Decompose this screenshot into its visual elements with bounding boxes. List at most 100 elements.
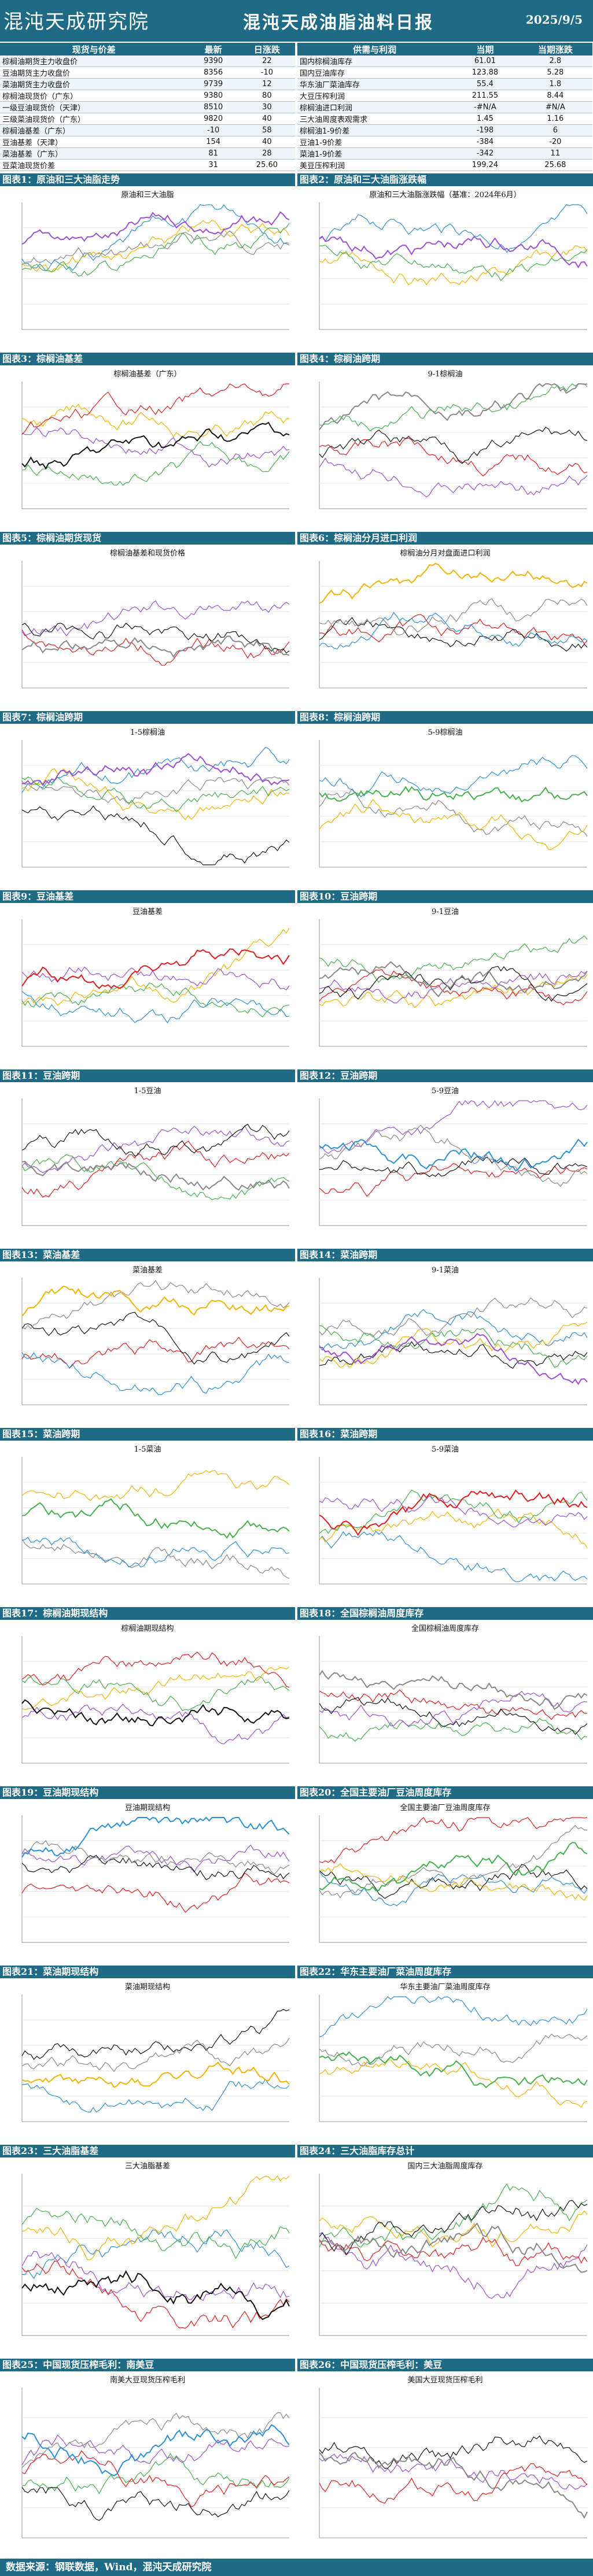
chart-panel-title: 图表24：三大油脂库存总计 xyxy=(297,2145,593,2157)
chart-plot xyxy=(21,2174,290,2336)
chart-number: 图表16： xyxy=(300,1428,341,1439)
chart-panel: 图表2：原油和三大油脂涨跌幅 原油和三大油脂涨跌幅（基准：2024年6月） xyxy=(297,173,593,347)
series-line xyxy=(319,965,588,1002)
series-line xyxy=(21,629,290,666)
chart-title: 9-1菜油 xyxy=(432,1266,459,1275)
table-cell: 211.55 xyxy=(452,90,518,102)
chart-heading: 菜油基差 xyxy=(43,1249,80,1260)
chart-number: 图表15： xyxy=(2,1428,43,1439)
chart-panel: 图表9：豆油基差 豆油基差 xyxy=(0,890,295,1064)
series-line xyxy=(319,961,588,998)
series-line xyxy=(319,2435,588,2469)
chart-number: 图表8： xyxy=(300,712,334,723)
chart-axis xyxy=(319,1636,587,1764)
chart-heading: 菜油跨期 xyxy=(43,1428,80,1439)
series-line xyxy=(319,969,588,1006)
chart-axis xyxy=(21,1636,289,1764)
table-cell: 2.8 xyxy=(518,55,592,67)
table-cell: 三大油周度表观需求 xyxy=(297,113,452,125)
chart-panel-title: 图表21：菜油期现结构 xyxy=(0,1966,295,1978)
series-line xyxy=(319,1690,588,1727)
series-line xyxy=(21,421,290,470)
chart-number: 图表18： xyxy=(300,1608,341,1619)
series-line xyxy=(319,1817,588,1864)
chart-title: 棕榈油期现结构 xyxy=(121,1624,174,1633)
chart-panel: 图表3：棕榈油基差 棕榈油基差（广东） xyxy=(0,353,295,526)
chart-area: 三大油脂基差 xyxy=(0,2159,295,2353)
series-line xyxy=(21,2270,290,2320)
series-line xyxy=(21,1855,290,1881)
chart-panel-title: 图表17：棕榈油期现结构 xyxy=(0,1607,295,1620)
table-cell: 5.28 xyxy=(518,66,592,79)
chart-panel-title: 图表5：棕榈油期货现货 xyxy=(0,532,295,545)
series-line xyxy=(21,2009,290,2060)
chart-panel: 图表16：菜油跨期 5-9菜油 xyxy=(297,1428,593,1601)
series-line xyxy=(319,1297,588,1338)
series-line xyxy=(21,1872,290,1913)
chart-plot xyxy=(21,561,290,689)
chart-plot xyxy=(319,2388,588,2538)
table-cell: 豆油1-9价差 xyxy=(297,136,452,148)
chart-heading: 菜油跨期 xyxy=(340,1249,378,1260)
chart-plot xyxy=(319,1994,588,2122)
chart-heading: 原油和三大油脂涨跌幅 xyxy=(334,174,427,185)
series-line xyxy=(319,2236,588,2267)
series-line xyxy=(21,966,290,991)
chart-axis xyxy=(21,382,289,509)
table-header: 当期涨跌 xyxy=(518,43,592,55)
chart-axis xyxy=(319,1098,587,1226)
chart-heading: 原油和三大油脂走势 xyxy=(36,174,120,185)
chart-axis xyxy=(319,1815,587,1943)
chart-axis xyxy=(21,1815,289,1943)
series-line xyxy=(319,2183,588,2248)
chart-area: 全国棕榈油周度库存 xyxy=(297,1621,593,1781)
table-cell: 6 xyxy=(518,124,592,136)
chart-heading: 豆油跨期 xyxy=(43,1070,80,1081)
chart-panel: 图表21：菜油期现结构 菜油期现结构 xyxy=(0,1966,295,2139)
chart-panel-title: 图表2：原油和三大油脂涨跌幅 xyxy=(297,173,593,186)
chart-heading: 棕榈油跨期 xyxy=(334,712,381,723)
table-cell: 8.44 xyxy=(518,90,592,102)
summary-tables: 现货与价差 最新 日涨跌 棕榈油期货主力收盘价 9390 22 豆油期货主力收盘价 8356-… xyxy=(0,43,593,171)
chart-heading: 中国现货压榨毛利：南美豆 xyxy=(43,2359,154,2370)
table-cell: 8510 xyxy=(187,101,239,113)
chart-axis xyxy=(21,1994,289,2122)
series-line xyxy=(319,612,588,650)
chart-title: 全国主要油厂豆油周度库存 xyxy=(400,1804,491,1812)
chart-title: 全国棕榈油周度库存 xyxy=(411,1624,479,1633)
chart-plot xyxy=(319,202,588,330)
table-cell: -20 xyxy=(518,136,592,148)
table-header: 最新 xyxy=(187,43,239,55)
series-line xyxy=(21,927,290,1006)
chart-heading: 菜油期现结构 xyxy=(43,1966,99,1977)
table-cell: 31 xyxy=(187,159,239,171)
table-row: 棕榈油1-9价差 -198 6 xyxy=(297,124,592,136)
chart-panel: 图表13：菜油基差 菜油基差 xyxy=(0,1249,295,1422)
series-line xyxy=(21,441,290,486)
chart-panel-title: 图表12：豆油跨期 xyxy=(297,1069,593,1082)
chart-heading: 三大油脂库存总计 xyxy=(340,2145,415,2156)
chart-panel-title: 图表15：菜油跨期 xyxy=(0,1428,295,1441)
series-line xyxy=(319,1842,588,1892)
table-cell: 22 xyxy=(238,55,295,67)
series-line xyxy=(319,1530,588,1582)
series-line xyxy=(21,991,290,1024)
series-line xyxy=(319,1322,588,1368)
series-line xyxy=(21,230,290,266)
chart-area: 1-5菜油 xyxy=(0,1442,295,1601)
series-line xyxy=(21,1537,290,1568)
series-line xyxy=(21,1703,290,1745)
table-cell: 美豆压榨利润 xyxy=(297,159,452,171)
chart-panel-title: 图表22：华东主要油厂菜油周度库存 xyxy=(297,1966,593,1978)
table-cell: -384 xyxy=(452,136,518,148)
table-cell: 菜油基差（广东） xyxy=(0,147,188,160)
series-line xyxy=(319,1333,588,1385)
supply-profit-table: 供需与利润 当期 当期涨跌 国内棕榈油库存 61.01 2.8 国内豆油库存 123.88 5.… xyxy=(297,43,592,171)
series-line xyxy=(319,245,588,286)
chart-title: 原油和三大油脂 xyxy=(121,191,174,199)
chart-plot xyxy=(319,1098,588,1226)
table-row: 棕榈油进口利润 -#N/A #N/A xyxy=(297,101,592,113)
chart-title: 棕榈油基差（广东） xyxy=(113,370,182,379)
chart-plot xyxy=(21,1815,290,1943)
